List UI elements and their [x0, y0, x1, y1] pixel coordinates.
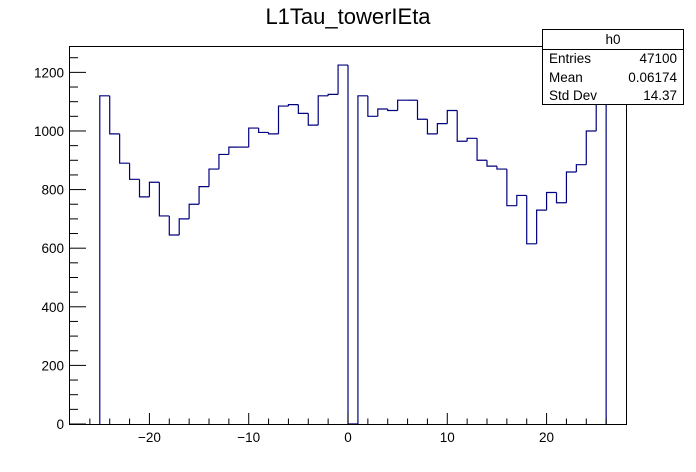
histogram-bin	[536, 209, 547, 244]
histogram-bin	[526, 195, 537, 245]
histogram-bin	[516, 194, 527, 206]
histogram-bin	[158, 182, 170, 217]
histogram-bin	[119, 133, 130, 164]
stats-row-entries: Entries 47100	[543, 50, 683, 69]
x-tick-label: 10	[440, 430, 455, 445]
histogram-bin	[287, 104, 299, 107]
y-tick-label: 400	[41, 300, 64, 315]
histogram-bin	[248, 127, 259, 148]
histogram-bin	[168, 215, 180, 236]
histogram-bin	[426, 119, 438, 135]
histogram-bin	[555, 192, 567, 204]
y-tick-label: 600	[41, 241, 64, 256]
histogram-bin	[595, 95, 607, 424]
histogram-bin	[397, 99, 408, 111]
stats-label: Entries	[549, 51, 592, 66]
histogram-bin	[198, 186, 209, 205]
x-tick-label: 0	[344, 430, 352, 445]
y-tick-label: 1200	[34, 65, 64, 80]
histogram-bars	[99, 64, 607, 425]
histogram-bin	[506, 169, 517, 207]
histogram-bin	[347, 65, 358, 425]
histogram-bin	[496, 166, 507, 170]
histogram-bin	[297, 104, 309, 114]
chart-title: L1Tau_towerIEta	[265, 4, 431, 29]
histogram-bin	[218, 153, 229, 170]
stats-value: 47100	[639, 51, 677, 66]
x-tick-label: −10	[237, 430, 260, 445]
stats-value: 14.37	[643, 88, 677, 104]
histogram-bin	[446, 109, 458, 124]
histogram-bin	[208, 168, 219, 187]
y-tick-label: 0	[56, 417, 64, 432]
stats-row-mean: Mean 0.06174	[543, 69, 683, 88]
plot-frame	[69, 46, 627, 425]
histogram-bin	[575, 164, 587, 172]
histogram-bin	[565, 171, 577, 203]
histogram-bin	[258, 128, 269, 134]
histogram-bin	[128, 163, 140, 180]
histogram-bin	[178, 218, 190, 235]
y-tick-label: 800	[41, 183, 64, 198]
histogram-bin	[228, 146, 239, 155]
histogram-bin	[456, 110, 468, 142]
histogram-bin	[367, 95, 378, 117]
histogram-bin	[148, 181, 160, 197]
stats-box-title: h0	[543, 30, 683, 50]
histogram-bin	[476, 138, 487, 161]
x-tick-label: 20	[539, 430, 554, 445]
histogram-bin	[486, 160, 497, 167]
histogram-bin	[188, 203, 200, 219]
histogram-bin	[327, 93, 339, 96]
histogram-bin	[277, 105, 289, 134]
histogram-bin	[267, 132, 279, 135]
histogram-bin	[377, 108, 388, 117]
histogram-bin	[436, 123, 448, 134]
histogram-bin	[99, 95, 110, 424]
histogram-bin	[307, 113, 319, 126]
histogram-bin	[337, 64, 348, 95]
y-tick-label: 1000	[34, 124, 64, 139]
histogram-bin	[545, 191, 557, 211]
histogram-bin	[387, 109, 398, 112]
histogram-bin	[466, 137, 478, 142]
histogram-bin	[109, 95, 120, 135]
x-tick-label: −20	[138, 430, 161, 445]
stats-box: h0 Entries 47100 Mean 0.06174 Std Dev 14…	[542, 29, 684, 105]
stats-label: Mean	[549, 69, 583, 85]
histogram-bin	[138, 179, 150, 198]
histogram-bin	[357, 95, 368, 424]
histogram-bin	[585, 130, 597, 165]
stats-value: 0.06174	[628, 69, 677, 85]
histogram-bin	[416, 100, 428, 120]
y-tick-label: 200	[41, 358, 64, 373]
stats-label: Std Dev	[549, 88, 598, 104]
histogram-bin	[317, 95, 329, 126]
stats-row-stddev: Std Dev 14.37	[543, 87, 683, 106]
